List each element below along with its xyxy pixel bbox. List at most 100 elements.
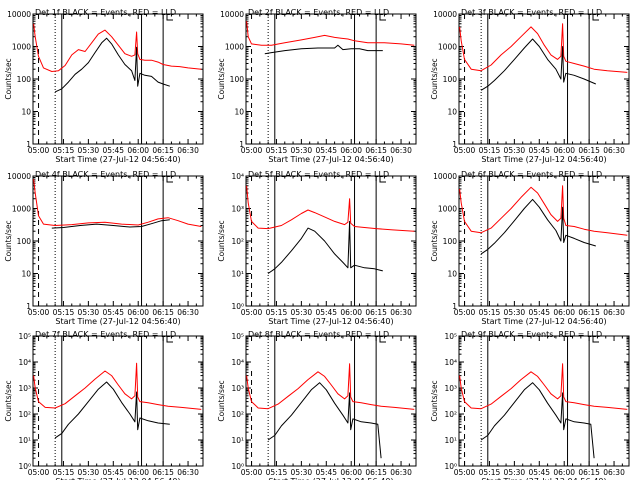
x-axis-label: Start Time (27-Jul-12 04:56:40) [268, 317, 393, 326]
x-tick-label: 05:45 [315, 468, 337, 477]
lld-series-line [459, 363, 628, 410]
detector-panel-2: Det 2f BLACK = Events, RED = LLD 1 10 100 10… [217, 8, 417, 164]
y-tick-label: 10000 [220, 10, 244, 19]
y-tick-label: 10⁰ [444, 462, 457, 471]
y-tick-label: 10⁴ [444, 358, 457, 367]
y-tick-label: 10² [444, 410, 457, 419]
y-tick-label: 100 [17, 237, 32, 246]
x-tick-label: 06:15 [152, 468, 174, 477]
panel-title: Det 5f BLACK = Events, RED = LLD [248, 170, 389, 179]
y-axis-label: Counts/sec [430, 220, 439, 261]
x-tick-label: 05:30 [291, 146, 313, 155]
y-axis-label: Counts/sec [4, 220, 13, 261]
x-axis-label: Start Time (27-Jul-12 04:56:40) [481, 317, 606, 326]
x-tick-label: 06:30 [177, 308, 199, 317]
plot-frame [32, 13, 204, 145]
y-axis-label: Counts/sec [430, 380, 439, 421]
x-axis-label: Start Time (27-Jul-12 04:56:40) [268, 155, 393, 164]
y-tick-label: 10⁴ [18, 358, 31, 367]
detector-panel-6: Det 6f BLACK = Events, RED = LLD 1 10 100 10… [430, 170, 630, 326]
x-tick-label: 05:15 [53, 146, 75, 155]
x-tick-label: 05:15 [266, 468, 288, 477]
panel-title: Det 7f BLACK = Events, RED = LLD [35, 330, 176, 339]
x-tick-label: 05:15 [53, 468, 75, 477]
detector-panel-4: Det 4f BLACK = Events, RED = LLD 1 10 100 10… [4, 170, 204, 326]
panel-title: Det 8f BLACK = Events, RED = LLD [248, 330, 389, 339]
corner-marker [379, 176, 386, 183]
plot-frame [245, 175, 417, 307]
x-tick-label: 06:15 [365, 468, 387, 477]
x-axis-label: Start Time (27-Jul-12 04:56:40) [55, 317, 180, 326]
events-series-line [267, 220, 383, 274]
y-axis-label: Counts/sec [217, 58, 226, 99]
y-tick-label: 1 [452, 140, 457, 149]
events-series-line [480, 382, 595, 459]
detector-panel-5: Det 5f BLACK = Events, RED = LLD 10⁰ 10¹ 10… [217, 170, 417, 326]
x-tick-label: 06:00 [127, 468, 149, 477]
x-tick-label: 05:30 [78, 308, 100, 317]
plot-frame [245, 13, 417, 145]
corner-marker [166, 176, 173, 183]
y-tick-label: 1000 [225, 43, 244, 52]
y-tick-label: 10 [21, 270, 31, 279]
x-tick-label: 06:00 [127, 308, 149, 317]
y-axis-label: Counts/sec [217, 380, 226, 421]
lld-series-line [246, 21, 415, 46]
panel-title: Det 3f BLACK = Events, RED = LLD [461, 8, 602, 17]
x-tick-label: 05:15 [266, 308, 288, 317]
y-tick-label: 10² [231, 410, 244, 419]
x-tick-label: 05:15 [479, 468, 501, 477]
y-tick-label: 10⁰ [231, 462, 244, 471]
x-tick-label: 06:30 [177, 146, 199, 155]
x-tick-label: 05:45 [528, 308, 550, 317]
y-tick-label: 10³ [231, 205, 244, 214]
y-tick-label: 1000 [12, 205, 31, 214]
events-series-line [267, 382, 382, 459]
y-tick-label: 1 [26, 302, 31, 311]
y-axis-label: Counts/sec [4, 380, 13, 421]
x-tick-label: 06:00 [340, 468, 362, 477]
y-tick-label: 10⁰ [231, 302, 244, 311]
x-tick-label: 06:15 [152, 308, 174, 317]
x-tick-label: 06:15 [152, 146, 174, 155]
y-axis-label: Counts/sec [4, 58, 13, 99]
lld-series-line [33, 362, 202, 410]
x-tick-label: 05:00 [28, 308, 50, 317]
x-tick-label: 06:30 [390, 468, 412, 477]
panel-title: Det 1f BLACK = Events, RED = LLD [35, 8, 176, 17]
lld-series-line [33, 23, 202, 72]
y-axis-label: Counts/sec [217, 220, 226, 261]
panel-title: Det 9f BLACK = Events, RED = LLD [461, 330, 602, 339]
panel-title: Det 4f BLACK = Events, RED = LLD [35, 170, 176, 179]
x-tick-label: 05:00 [241, 146, 263, 155]
x-tick-label: 05:00 [241, 468, 263, 477]
x-tick-label: 06:15 [365, 146, 387, 155]
events-series-line [54, 37, 170, 93]
y-tick-label: 10 [234, 108, 244, 117]
panel-title: Det 6f BLACK = Events, RED = LLD [461, 170, 602, 179]
y-tick-label: 100 [443, 237, 458, 246]
y-tick-label: 1 [452, 302, 457, 311]
x-tick-label: 06:00 [553, 146, 575, 155]
corner-marker [166, 336, 173, 343]
x-tick-label: 05:15 [479, 146, 501, 155]
plot-frame [458, 335, 630, 467]
x-tick-label: 05:15 [266, 146, 288, 155]
y-tick-label: 10⁵ [444, 332, 457, 341]
y-tick-label: 10² [18, 410, 31, 419]
y-tick-label: 10000 [433, 172, 457, 181]
x-tick-label: 06:30 [390, 146, 412, 155]
x-tick-label: 05:00 [454, 468, 476, 477]
y-tick-label: 10000 [7, 172, 31, 181]
y-axis-label: Counts/sec [430, 58, 439, 99]
y-tick-label: 10³ [231, 384, 244, 393]
corner-marker [379, 14, 386, 21]
x-tick-label: 06:00 [553, 468, 575, 477]
x-tick-label: 06:30 [603, 468, 625, 477]
lld-series-line [33, 179, 202, 227]
x-tick-label: 06:30 [177, 468, 199, 477]
x-tick-label: 06:15 [578, 308, 600, 317]
x-tick-label: 06:15 [578, 468, 600, 477]
x-axis-label: Start Time (27-Jul-12 04:56:40) [55, 155, 180, 164]
